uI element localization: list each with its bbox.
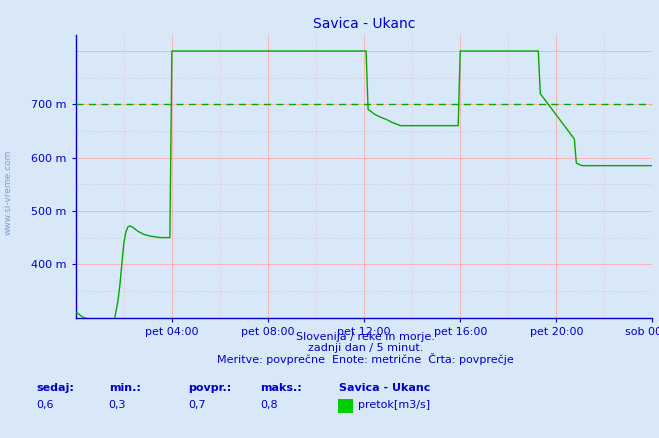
Text: 0,7: 0,7 [188,400,206,410]
Text: zadnji dan / 5 minut.: zadnji dan / 5 minut. [308,343,424,353]
Text: pretok[m3/s]: pretok[m3/s] [358,400,430,410]
Text: 0,6: 0,6 [36,400,54,410]
Title: Savica - Ukanc: Savica - Ukanc [313,17,415,31]
Text: 0,8: 0,8 [260,400,278,410]
Text: Savica - Ukanc: Savica - Ukanc [339,383,431,392]
Text: povpr.:: povpr.: [188,383,231,392]
Text: www.si-vreme.com: www.si-vreme.com [3,150,13,235]
Text: 0,3: 0,3 [109,400,127,410]
Text: sedaj:: sedaj: [36,383,74,392]
Text: Meritve: povprečne  Enote: metrične  Črta: povprečje: Meritve: povprečne Enote: metrične Črta:… [217,353,514,365]
Text: maks.:: maks.: [260,383,302,392]
Text: min.:: min.: [109,383,140,392]
Text: Slovenija / reke in morje.: Slovenija / reke in morje. [297,332,435,342]
